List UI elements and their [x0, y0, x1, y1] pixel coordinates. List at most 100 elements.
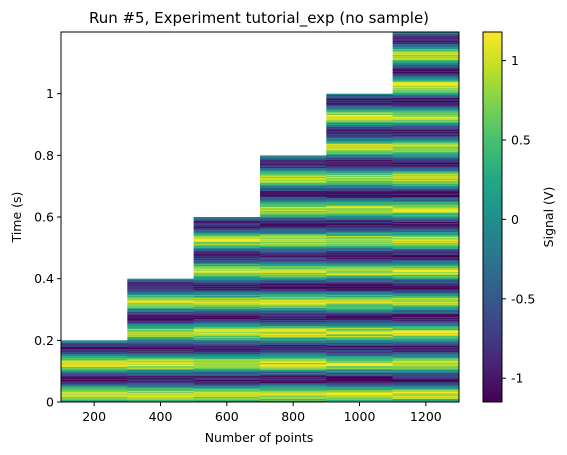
heatmap-cell [61, 384, 128, 386]
heatmap-cell [326, 351, 393, 353]
heatmap-cell [392, 106, 460, 108]
heatmap-cell [326, 101, 393, 103]
heatmap-cell [392, 301, 460, 303]
heatmap-cell [392, 190, 460, 192]
y-tick-label: 0.6 [34, 210, 54, 225]
heatmap-cell [392, 149, 460, 152]
heatmap-cell [61, 363, 128, 365]
heatmap-cell [392, 389, 460, 391]
heatmap-cell [392, 334, 460, 337]
heatmap-cell [127, 317, 194, 320]
heatmap-cell [392, 156, 460, 158]
heatmap-cell [260, 173, 327, 175]
heatmap-cell [260, 239, 327, 241]
heatmap-cell [392, 85, 460, 88]
heatmap-cell [392, 63, 460, 65]
heatmap-cell [326, 344, 393, 347]
heatmap-cell [326, 118, 393, 120]
heatmap-cell [392, 374, 460, 376]
heatmap-cell [127, 338, 194, 340]
heatmap-cell [392, 191, 460, 193]
heatmap-cell [392, 106, 460, 108]
heatmap-cell [260, 333, 327, 335]
heatmap-cell [260, 195, 327, 197]
heatmap-cell [260, 327, 327, 329]
heatmap-cell [392, 370, 460, 372]
heatmap-cell [127, 313, 194, 315]
heatmap-cell [127, 357, 194, 359]
heatmap-cell [326, 173, 393, 175]
heatmap-cell [392, 46, 460, 48]
heatmap-cell [392, 326, 460, 328]
heatmap-cell [392, 181, 460, 183]
heatmap-cell [392, 112, 460, 115]
heatmap-cell [127, 321, 194, 323]
heatmap-cell [193, 375, 261, 377]
heatmap-cell [326, 284, 393, 286]
heatmap-cell [392, 72, 460, 74]
heatmap-cell [392, 233, 460, 236]
heatmap-cell [193, 285, 261, 287]
heatmap-cell [326, 365, 393, 367]
heatmap-cell [326, 242, 393, 244]
heatmap-cell [392, 156, 460, 158]
heatmap-cell [392, 143, 460, 145]
heatmap-cell [326, 326, 393, 328]
heatmap-cell [61, 372, 128, 374]
heatmap-cell [326, 233, 393, 236]
heatmap-cell [392, 173, 460, 175]
heatmap-cell [260, 379, 327, 381]
y-tick-label: 0.2 [34, 333, 54, 348]
heatmap-cell [260, 307, 327, 309]
heatmap-cell [326, 267, 393, 269]
heatmap-cell [326, 287, 393, 289]
heatmap-cell [260, 193, 327, 195]
heatmap-cell [260, 364, 327, 366]
heatmap-cell [392, 129, 460, 131]
heatmap-cell [392, 363, 460, 365]
y-tick-label: 0.4 [34, 271, 54, 286]
heatmap-cell [193, 219, 261, 221]
heatmap-cell [326, 328, 393, 330]
heatmap-cell [127, 290, 194, 292]
heatmap-cell [193, 264, 261, 266]
heatmap-cell [392, 201, 460, 203]
heatmap-cell [260, 266, 327, 268]
heatmap-cell [392, 243, 460, 246]
heatmap-cell [193, 258, 261, 260]
heatmap-cell [392, 54, 460, 56]
heatmap-cell [260, 231, 327, 233]
heatmap-cell [260, 319, 327, 321]
heatmap-cell [193, 397, 261, 399]
heatmap-cell [326, 345, 393, 347]
heatmap-cell [392, 240, 460, 242]
heatmap-cell [326, 371, 393, 373]
heatmap-cell [260, 213, 327, 215]
heatmap-cell [392, 118, 460, 120]
heatmap-cell [392, 150, 460, 152]
heatmap-cell [260, 296, 327, 298]
heatmap-cell [260, 382, 327, 384]
heatmap-cell [61, 395, 128, 397]
heatmap-cell [392, 388, 460, 390]
heatmap-cell [260, 321, 327, 323]
heatmap-cell [326, 302, 393, 304]
heatmap-cell [326, 348, 393, 350]
heatmap-cell [326, 136, 393, 138]
heatmap-cell [392, 307, 460, 310]
heatmap-cell [392, 132, 460, 135]
heatmap-cell [127, 305, 194, 307]
heatmap-cell [193, 255, 261, 257]
heatmap-cell [326, 159, 393, 162]
heatmap-cell [392, 140, 460, 142]
heatmap-cell [326, 247, 393, 249]
heatmap-cell [392, 353, 460, 355]
heatmap-cell [61, 354, 128, 357]
heatmap-cell [193, 378, 261, 380]
heatmap-cell [127, 375, 194, 377]
heatmap-cell [392, 129, 460, 131]
heatmap-cell [127, 317, 194, 319]
heatmap-cell [127, 321, 194, 323]
heatmap-cell [260, 387, 327, 389]
heatmap-cell [193, 253, 261, 255]
